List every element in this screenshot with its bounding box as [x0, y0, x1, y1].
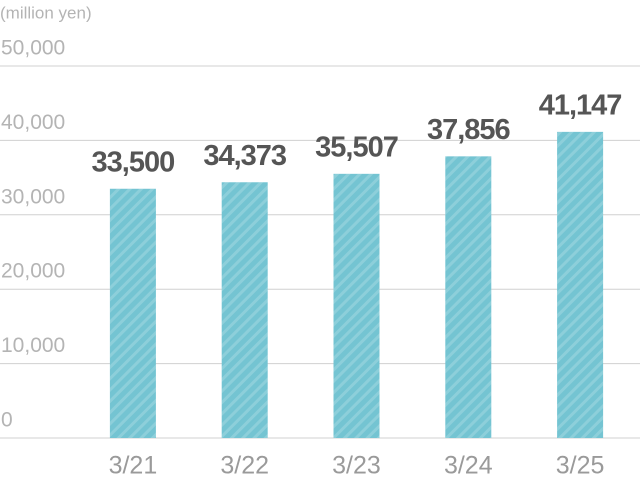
y-axis-label: (million yen) — [0, 3, 92, 22]
bar-hatch — [445, 156, 492, 438]
value-label: 34,373 — [203, 140, 287, 172]
y-tick-label: 20,000 — [1, 260, 65, 283]
y-tick-label: 30,000 — [1, 185, 65, 208]
x-tick-label: 3/23 — [332, 452, 381, 480]
value-label: 33,500 — [92, 146, 175, 178]
value-label: 35,507 — [315, 131, 398, 163]
x-tick-label: 3/22 — [220, 452, 269, 480]
bar-hatch — [109, 188, 156, 438]
value-label: 41,147 — [539, 90, 622, 122]
bar-hatch — [221, 182, 268, 438]
y-tick-label: 50,000 — [1, 37, 65, 60]
bar-hatch — [557, 131, 604, 438]
bar-hatch — [333, 173, 380, 438]
y-tick-label: 10,000 — [1, 334, 65, 357]
x-tick-label: 3/24 — [444, 452, 493, 480]
x-tick-label: 3/25 — [556, 452, 605, 480]
value-label: 37,856 — [427, 114, 511, 146]
y-tick-label: 0 — [1, 409, 13, 432]
x-tick-label: 3/21 — [109, 452, 158, 480]
y-tick-label: 40,000 — [1, 111, 65, 134]
